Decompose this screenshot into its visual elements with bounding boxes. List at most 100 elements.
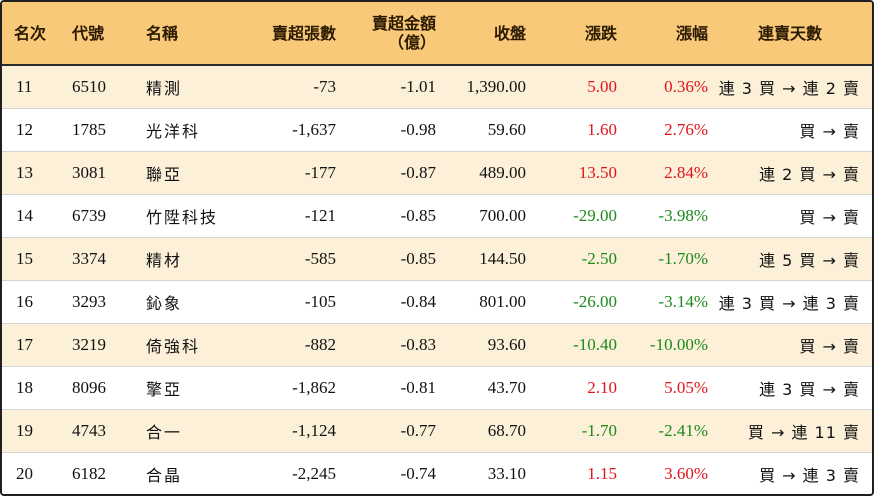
change-pct-cell: 3.60% <box>664 463 708 483</box>
streak-cell: 買 → 連 3 賣 <box>759 465 860 485</box>
header-row: 名次 代號 名稱 賣超張數 賣超金額 （億） 收盤 漲跌 漲幅 連賣天數 <box>2 2 872 66</box>
net-sell-amount-cell: -0.77 <box>336 409 436 453</box>
net-sell-amount-cell: -0.84 <box>336 280 436 324</box>
rank-cell: 17 <box>2 323 72 367</box>
name-cell: 精材 <box>146 237 242 281</box>
name-cell: 竹陞科技 <box>146 194 242 238</box>
close-price-cell: 33.10 <box>487 463 526 483</box>
change-cell: -26.00 <box>526 280 617 324</box>
col-header-net-sell-amount-line1: 賣超金額 <box>371 14 436 33</box>
code-cell: 4743 <box>72 409 146 453</box>
change-pct-cell: 5.05% <box>617 366 708 410</box>
code-cell: 3293 <box>72 280 146 324</box>
change-cell: 13.50 <box>526 151 617 195</box>
net-sell-shares-cell: -121 <box>242 194 336 238</box>
net-sell-shares-cell: -585 <box>242 237 336 281</box>
close-price-cell: 700.00 <box>436 194 526 238</box>
streak-cell: 連 3 買 → 賣 <box>708 366 872 410</box>
rank-cell: 14 <box>2 194 72 238</box>
rank-cell: 18 <box>2 366 72 410</box>
code-cell: 6182 <box>72 463 106 483</box>
col-header-code: 代號 <box>72 2 146 66</box>
change-cell: 1.60 <box>526 108 617 152</box>
net-sell-shares-cell: -1,862 <box>242 366 336 410</box>
table-header: 名次 代號 名稱 賣超張數 賣超金額 （億） 收盤 漲跌 漲幅 連賣天數 <box>2 2 872 66</box>
name-cell: 聯亞 <box>146 151 242 195</box>
col-header-name: 名稱 <box>146 2 242 66</box>
streak-cell: 買 → 連 11 賣 <box>708 409 872 453</box>
table-row: 18 8096 擎亞 -1,862 -0.81 43.70 2.10 5.05% 連 3 買 →… <box>2 366 872 410</box>
change-cell: -1.70 <box>526 409 617 453</box>
table-row: 20 6182 合晶 -2,245 -0.74 33.10 1.15 3.60% 買 → 連 3… <box>2 452 872 494</box>
col-header-rank: 名次 <box>2 2 72 66</box>
col-header-net-sell-amount-unit: （億） <box>387 33 436 52</box>
change-cell: -29.00 <box>526 194 617 238</box>
rank-cell: 13 <box>2 151 72 195</box>
name-cell: 合一 <box>146 409 242 453</box>
name-cell: 合晶 <box>146 465 183 485</box>
net-sell-shares-cell: -882 <box>242 323 336 367</box>
net-sell-amount-cell: -0.83 <box>336 323 436 367</box>
change-pct-cell: 2.76% <box>617 108 708 152</box>
change-pct-cell: -3.98% <box>617 194 708 238</box>
close-price-cell: 59.60 <box>436 108 526 152</box>
close-price-cell: 801.00 <box>436 280 526 324</box>
net-sell-amount-cell: -0.74 <box>400 463 436 483</box>
close-price-cell: 68.70 <box>436 409 526 453</box>
net-sell-shares-cell: -1,637 <box>242 108 336 152</box>
name-cell: 鈊象 <box>146 280 242 324</box>
change-cell: 2.10 <box>526 366 617 410</box>
close-price-cell: 93.60 <box>436 323 526 367</box>
change-cell: -10.40 <box>526 323 617 367</box>
table-row: 19 4743 合一 -1,124 -0.77 68.70 -1.70 -2.41% 買 → 連… <box>2 409 872 453</box>
rank-cell: 11 <box>2 65 72 109</box>
streak-cell: 連 5 買 → 賣 <box>708 237 872 281</box>
net-sell-shares-cell: -73 <box>242 65 336 109</box>
rank-cell: 12 <box>2 108 72 152</box>
streak-cell: 連 2 買 → 賣 <box>708 151 872 195</box>
streak-cell: 買 → 賣 <box>708 108 872 152</box>
net-sell-amount-cell: -0.98 <box>336 108 436 152</box>
rank-cell: 20 <box>16 463 33 483</box>
col-header-close: 收盤 <box>436 2 526 66</box>
net-sell-amount-cell: -0.87 <box>336 151 436 195</box>
code-cell: 1785 <box>72 108 146 152</box>
close-price-cell: 144.50 <box>436 237 526 281</box>
close-price-cell: 489.00 <box>436 151 526 195</box>
change-cell: 5.00 <box>526 65 617 109</box>
table-row: 15 3374 精材 -585 -0.85 144.50 -2.50 -1.70% 連 5 買 … <box>2 237 872 281</box>
net-sell-shares-cell: -177 <box>242 151 336 195</box>
net-sell-amount-cell: -1.01 <box>336 65 436 109</box>
net-sell-shares-cell: -105 <box>242 280 336 324</box>
table-row: 14 6739 竹陞科技 -121 -0.85 700.00 -29.00 -3.98% 買 →… <box>2 194 872 238</box>
change-pct-cell: -2.41% <box>617 409 708 453</box>
close-price-cell: 1,390.00 <box>436 65 526 109</box>
table-row: 11 6510 精測 -73 -1.01 1,390.00 5.00 0.36% 連 3 買 →… <box>2 65 872 109</box>
net-sell-amount-cell: -0.85 <box>336 194 436 238</box>
code-cell: 3374 <box>72 237 146 281</box>
table-row: 13 3081 聯亞 -177 -0.87 489.00 13.50 2.84% 連 2 買 →… <box>2 151 872 195</box>
close-price-cell: 43.70 <box>436 366 526 410</box>
col-header-change-pct: 漲幅 <box>617 2 708 66</box>
change-pct-cell: 2.84% <box>617 151 708 195</box>
col-header-change: 漲跌 <box>526 2 617 66</box>
code-cell: 6510 <box>72 65 146 109</box>
col-header-net-sell-amount: 賣超金額 （億） <box>336 2 436 66</box>
change-pct-cell: 0.36% <box>617 65 708 109</box>
table-row: 16 3293 鈊象 -105 -0.84 801.00 -26.00 -3.14% 連 3 買… <box>2 280 872 324</box>
change-pct-cell: -3.14% <box>617 280 708 324</box>
net-sell-amount-cell: -0.81 <box>336 366 436 410</box>
col-header-net-sell-shares: 賣超張數 <box>242 2 336 66</box>
streak-cell: 買 → 賣 <box>708 194 872 238</box>
code-cell: 3081 <box>72 151 146 195</box>
code-cell: 8096 <box>72 366 146 410</box>
name-cell: 擎亞 <box>146 366 242 410</box>
col-header-streak: 連賣天數 <box>708 2 872 66</box>
name-cell: 倚強科 <box>146 323 242 367</box>
rank-cell: 15 <box>2 237 72 281</box>
streak-cell: 買 → 賣 <box>708 323 872 367</box>
table-body: 11 6510 精測 -73 -1.01 1,390.00 5.00 0.36% 連 3 買 →… <box>2 65 872 494</box>
code-cell: 6739 <box>72 194 146 238</box>
